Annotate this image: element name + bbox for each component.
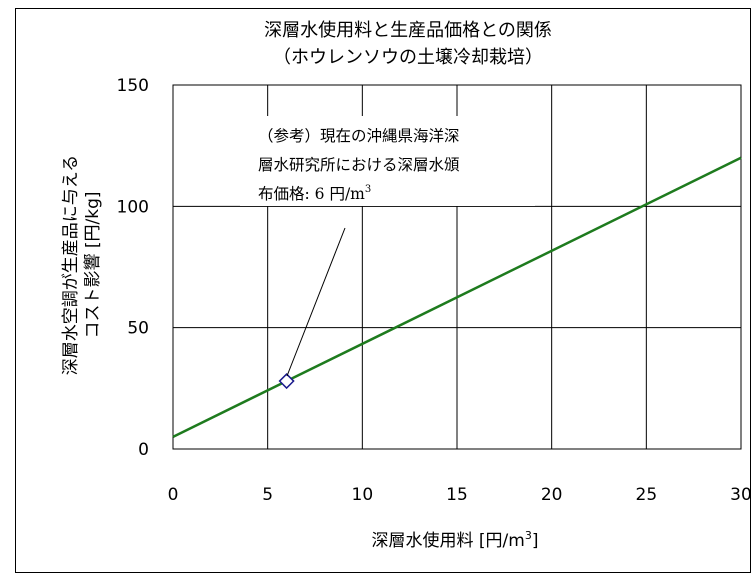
annotation-leader-line	[286, 227, 346, 377]
annotation: （参考）現在の沖縄県海洋深 層水研究所における深層水頒 布価格: 6 円/m3	[240, 116, 535, 377]
y-axis-label-line-2: コスト影響 [円/kg]	[83, 191, 103, 338]
x-axis-label: 深層水使用料 [円/m3]	[372, 529, 539, 551]
x-tick-label: 10	[352, 485, 374, 505]
annotation-line-3-text: 布価格: 6 円/m	[258, 185, 365, 203]
x-axis-label-text: 深層水使用料 [円/m	[372, 530, 525, 551]
highlight-marker	[278, 372, 295, 390]
x-axis-label-close: ]	[532, 531, 539, 551]
y-tick-label: 150	[117, 76, 149, 96]
chart-title-line-2: （ホウレンソウの土壌冷却栽培）	[273, 47, 543, 68]
y-axis-label: 深層水空調が生産品に与える コスト影響 [円/kg]	[61, 155, 103, 376]
chart-title-line-1: 深層水使用料と生産品価格との関係	[264, 20, 552, 41]
series-line	[172, 156, 742, 438]
annotation-line-2: 層水研究所における深層水頒	[258, 156, 460, 174]
annotation-line-1: （参考）現在の沖縄県海洋深	[258, 127, 460, 145]
annotation-box	[240, 116, 535, 206]
y-tick-label: 50	[127, 319, 149, 339]
x-tick-label: 0	[168, 485, 179, 505]
x-tick-label: 20	[541, 485, 563, 505]
x-axis-label-superscript: 3	[525, 529, 532, 542]
y-axis-label-line-1: 深層水空調が生産品に与える	[61, 155, 81, 376]
x-tick-label: 5	[262, 485, 273, 505]
annotation-line-3: 布価格: 6 円/m3	[258, 184, 371, 203]
x-tick-label: 25	[636, 485, 658, 505]
y-tick-label: 0	[138, 440, 149, 460]
annotation-superscript: 3	[365, 184, 371, 195]
y-tick-label: 100	[117, 197, 149, 217]
x-tick-label: 30	[730, 485, 752, 505]
x-tick-label: 15	[446, 485, 468, 505]
